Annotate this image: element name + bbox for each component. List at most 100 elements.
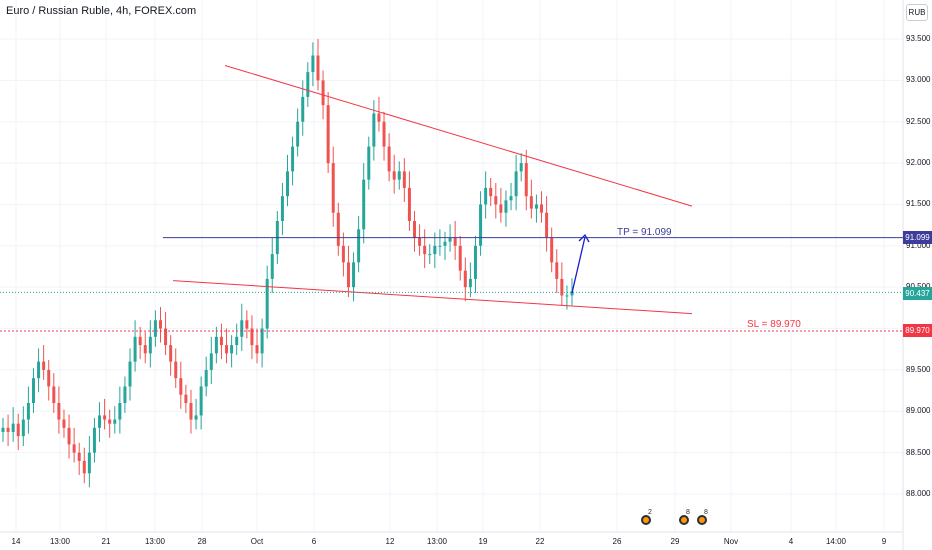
candle-body <box>458 245 462 271</box>
candle-body <box>31 378 35 403</box>
candle-body <box>219 336 223 346</box>
candle-body <box>250 328 254 346</box>
candle-body <box>291 146 295 172</box>
candle-body <box>560 278 564 296</box>
candle-body <box>311 55 315 73</box>
candle-body <box>21 419 25 437</box>
projection-arrow <box>571 236 586 294</box>
candle-body <box>519 163 523 172</box>
candle-body <box>514 171 518 197</box>
candle-body <box>174 361 178 379</box>
time-tick-label: 6 <box>311 537 317 546</box>
time-tick-label: Oct <box>250 537 264 546</box>
candle-body <box>372 113 376 147</box>
candle-body <box>484 187 488 205</box>
earnings-icon[interactable]: 8 <box>678 509 692 526</box>
price-tick-label: 93.000 <box>906 75 931 85</box>
time-tick-label: 19 <box>478 537 488 546</box>
chart-title: Euro / Russian Ruble, 4h, FOREX.com <box>6 5 197 17</box>
price-tick-label: 91.500 <box>906 199 931 209</box>
candle-body <box>352 262 356 288</box>
price-tick-label: 92.500 <box>906 116 931 126</box>
time-tick-label: 4 <box>788 537 794 546</box>
candle-body <box>11 423 15 432</box>
earnings-icon[interactable]: 2 <box>640 509 654 526</box>
candle-body <box>326 105 330 164</box>
candle-body <box>118 403 122 420</box>
candle-body <box>214 336 218 354</box>
candle-body <box>397 171 401 180</box>
time-tick-label: 14 <box>11 537 21 546</box>
lower-trendline <box>172 280 693 315</box>
candle-body <box>62 419 66 428</box>
candle-body <box>138 336 142 346</box>
candle-body <box>407 187 411 221</box>
time-tick-label: Nov <box>723 537 739 546</box>
price-tick-label: 93.500 <box>906 34 931 43</box>
candle-body <box>331 163 335 213</box>
candle-body <box>524 163 528 197</box>
candle-body <box>194 415 198 420</box>
candle-body <box>494 196 498 205</box>
candle-body <box>209 353 213 370</box>
candle-body <box>6 427 10 432</box>
candle-body <box>504 200 508 213</box>
tp-price-tag: 91.099 <box>903 231 932 244</box>
candle-body <box>169 345 173 362</box>
candle-body <box>357 229 361 263</box>
candle-body <box>377 113 381 122</box>
candle-body <box>296 121 300 147</box>
candle-body <box>270 254 274 279</box>
price-tick-label: 89.000 <box>906 406 931 416</box>
drawings <box>0 64 903 332</box>
candle-body <box>98 415 102 428</box>
candle-body <box>199 386 203 416</box>
candle-body <box>545 212 549 238</box>
time-tick-label: 21 <box>101 537 111 546</box>
time-tick-label: 13:00 <box>426 537 448 546</box>
candle-body <box>230 345 234 354</box>
candle-body <box>42 361 46 370</box>
candle-body <box>26 403 30 420</box>
candle-body <box>158 320 162 329</box>
candle-body <box>550 237 554 263</box>
time-tick-label: 26 <box>612 537 622 546</box>
candle-body <box>148 336 152 354</box>
candle-body <box>382 121 386 147</box>
candle-body <box>245 320 249 329</box>
candle-body <box>443 241 447 246</box>
candle-body <box>133 336 137 362</box>
candle-body <box>179 378 183 395</box>
price-tick-label: 92.000 <box>906 158 931 168</box>
candle-body <box>52 386 56 403</box>
candle-body <box>555 262 559 279</box>
price-tick-label: 90.500 <box>906 282 930 291</box>
candle-body <box>346 262 350 288</box>
candle-body <box>204 369 208 387</box>
candle-body <box>413 221 417 238</box>
candle-body <box>448 237 452 242</box>
time-tick-label: 29 <box>670 537 680 546</box>
event-count: 8 <box>704 509 708 516</box>
candle-body <box>286 171 289 197</box>
candle-body <box>534 204 538 209</box>
arrow-head-icon <box>578 233 590 243</box>
candle-body <box>189 403 193 420</box>
sl-annotation[interactable]: SL = 89.970 <box>747 319 801 330</box>
candle-body <box>235 336 239 346</box>
candle-body <box>77 452 81 461</box>
earnings-icon[interactable]: 8 <box>696 509 710 526</box>
currency-button[interactable]: RUB <box>906 4 928 21</box>
time-tick-label: 13:00 <box>144 537 166 546</box>
grid <box>0 0 904 550</box>
candle-body <box>468 278 472 288</box>
candle-body <box>367 146 371 180</box>
candle-body <box>1 427 5 432</box>
candle-body <box>153 320 157 337</box>
time-tick-label: 14:00 <box>825 537 847 546</box>
candle-body <box>453 237 457 246</box>
time-tick-label: 28 <box>197 537 207 546</box>
tp-annotation[interactable]: TP = 91.099 <box>617 227 672 238</box>
price-tick-label: 88.000 <box>906 489 931 498</box>
